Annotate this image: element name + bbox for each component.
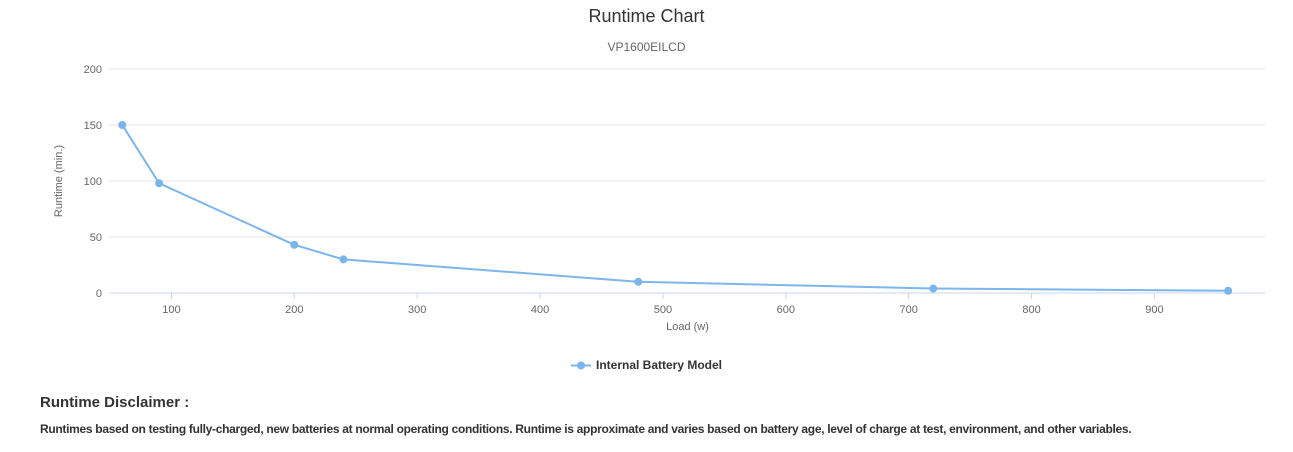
chart-plot: 0 50 100 150 200 100 200 300 400 500 600 700 800 900 L… [53, 64, 1265, 333]
series-line [121, 124, 1230, 292]
x-tick-label: 600 [777, 304, 795, 316]
data-point[interactable] [118, 121, 127, 129]
data-point[interactable] [1224, 286, 1233, 295]
disclaimer-heading: Runtime Disclaimer : [40, 394, 190, 411]
x-tick-label: 300 [408, 304, 426, 316]
chart-legend: Internal Battery Model [0, 358, 1293, 372]
y-tick-label: 0 [96, 288, 102, 300]
x-tick-label: 100 [162, 304, 180, 316]
y-axis-title: Runtime (min.) [53, 145, 65, 217]
x-tick-label: 500 [654, 304, 672, 316]
y-tick-label: 100 [84, 176, 102, 188]
data-point[interactable] [339, 255, 348, 264]
y-tick-label: 200 [84, 64, 102, 76]
legend-label: Internal Battery Model [595, 358, 723, 372]
disclaimer-section: Runtime Disclaimer : Runtimes based on t… [40, 394, 1263, 436]
x-tick-label: 200 [285, 304, 303, 316]
y-tick-label: 50 [90, 232, 102, 244]
x-tick-label: 800 [1022, 304, 1040, 316]
x-tick-label: 700 [899, 304, 917, 316]
data-point[interactable] [290, 240, 299, 249]
data-point[interactable] [634, 277, 643, 286]
chart-subtitle: VP1600EILCD [607, 40, 686, 54]
data-point[interactable] [929, 284, 938, 293]
x-tick-label: 900 [1145, 304, 1163, 316]
data-point[interactable] [155, 179, 164, 188]
x-tick-label: 400 [531, 304, 549, 316]
legend-line-marker-icon [570, 361, 591, 369]
legend-item-internal-battery-model[interactable]: Internal Battery Model [570, 358, 723, 372]
chart-title: Runtime Chart [588, 6, 705, 26]
x-axis-title: Load (w) [666, 321, 709, 333]
y-tick-label: 150 [84, 120, 102, 132]
disclaimer-body: Runtimes based on testing fully-charged,… [40, 422, 1132, 436]
